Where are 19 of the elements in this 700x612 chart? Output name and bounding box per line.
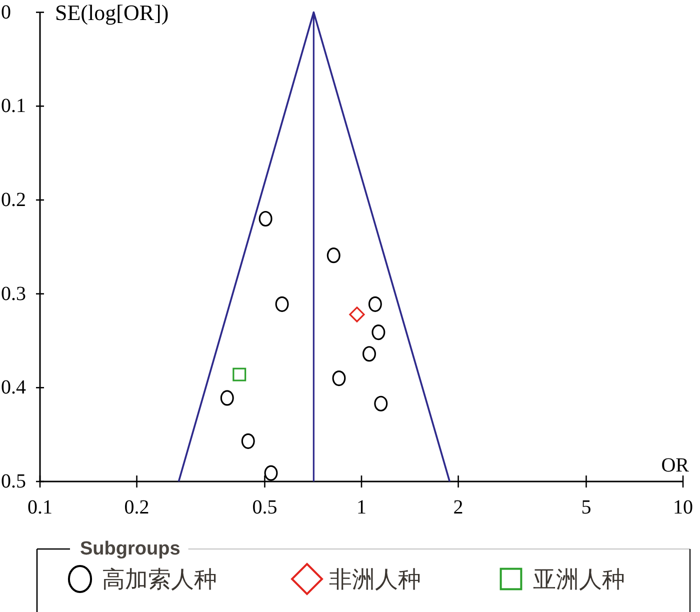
x-tick-label: 0.2 xyxy=(124,496,150,518)
y-axis-title: SE(log[OR]) xyxy=(55,0,169,25)
legend-label: 高加索人种 xyxy=(102,566,217,592)
y-tick-label: 0.5 xyxy=(1,470,26,492)
y-tick-label: 0.3 xyxy=(1,282,26,305)
x-tick-label: 0.1 xyxy=(28,496,52,518)
x-tick-label: 1 xyxy=(356,496,366,518)
legend-label: 亚洲人种 xyxy=(533,566,625,592)
x-tick-label: 10 xyxy=(673,496,693,518)
y-tick-label: 0.2 xyxy=(1,188,26,211)
y-tick-label: 0.1 xyxy=(1,95,26,118)
x-tick-label: 5 xyxy=(581,496,592,518)
x-axis-title: OR xyxy=(661,454,690,476)
legend-label: 非洲人种 xyxy=(329,566,421,592)
legend-title: Subgroups xyxy=(80,538,180,560)
x-tick-label: 0.5 xyxy=(252,496,278,518)
y-tick-label: 0 xyxy=(1,1,11,24)
x-tick-label: 2 xyxy=(453,496,464,518)
y-tick-label: 0.4 xyxy=(1,376,26,399)
